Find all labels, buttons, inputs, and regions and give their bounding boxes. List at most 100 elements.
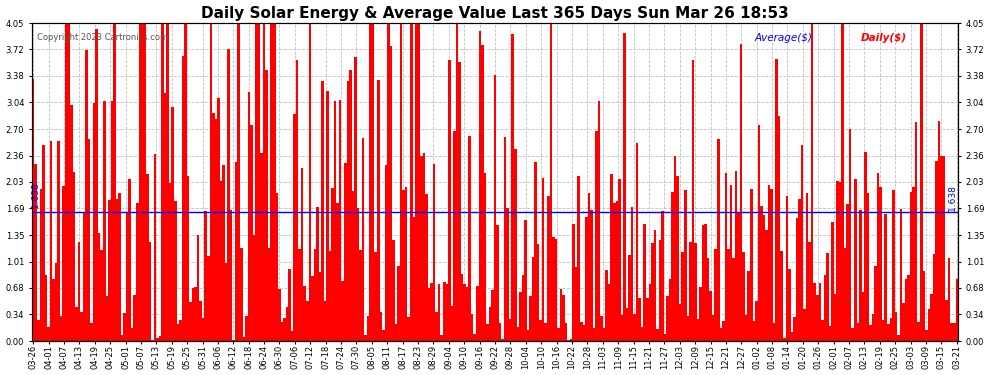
Bar bbox=[874, 267, 877, 341]
Bar bbox=[775, 60, 778, 341]
Bar bbox=[618, 179, 621, 341]
Bar bbox=[760, 206, 762, 341]
Bar bbox=[222, 165, 225, 341]
Bar bbox=[250, 125, 252, 341]
Bar bbox=[697, 320, 699, 341]
Bar bbox=[689, 242, 692, 341]
Bar bbox=[354, 57, 356, 341]
Bar bbox=[238, 23, 240, 341]
Bar bbox=[410, 23, 413, 341]
Bar bbox=[252, 235, 255, 341]
Bar bbox=[671, 192, 674, 341]
Bar bbox=[169, 183, 171, 341]
Bar bbox=[210, 23, 212, 341]
Bar bbox=[111, 100, 113, 341]
Bar bbox=[278, 289, 280, 341]
Bar bbox=[367, 316, 369, 341]
Bar bbox=[184, 23, 187, 341]
Bar bbox=[95, 29, 98, 341]
Bar bbox=[161, 23, 164, 341]
Bar bbox=[441, 335, 443, 341]
Bar bbox=[864, 153, 866, 341]
Bar bbox=[90, 322, 93, 341]
Bar bbox=[346, 81, 349, 341]
Bar bbox=[151, 340, 153, 341]
Bar bbox=[397, 266, 400, 341]
Bar bbox=[735, 171, 738, 341]
Bar bbox=[605, 270, 608, 341]
Bar bbox=[747, 271, 750, 341]
Bar bbox=[730, 185, 733, 341]
Bar bbox=[577, 176, 580, 341]
Bar bbox=[715, 249, 717, 341]
Bar bbox=[359, 250, 361, 341]
Bar bbox=[651, 243, 653, 341]
Bar bbox=[158, 336, 161, 341]
Bar bbox=[796, 218, 798, 341]
Bar bbox=[535, 162, 537, 341]
Bar bbox=[598, 101, 600, 341]
Bar bbox=[785, 196, 788, 341]
Bar bbox=[436, 312, 438, 341]
Bar bbox=[139, 23, 141, 341]
Bar bbox=[275, 194, 278, 341]
Bar bbox=[687, 316, 689, 341]
Text: Daily($): Daily($) bbox=[861, 33, 907, 43]
Title: Daily Solar Energy & Average Value Last 365 Days Sun Mar 26 18:53: Daily Solar Energy & Average Value Last … bbox=[201, 6, 789, 21]
Bar bbox=[801, 145, 803, 341]
Bar bbox=[707, 258, 710, 341]
Bar bbox=[283, 318, 286, 341]
Bar bbox=[166, 23, 169, 341]
Bar bbox=[938, 121, 940, 341]
Bar bbox=[913, 187, 915, 341]
Bar bbox=[798, 199, 801, 341]
Bar bbox=[240, 249, 243, 341]
Bar bbox=[540, 320, 542, 341]
Bar bbox=[77, 242, 80, 341]
Bar bbox=[582, 325, 585, 341]
Bar bbox=[217, 98, 220, 341]
Bar bbox=[765, 230, 768, 341]
Bar bbox=[595, 131, 598, 341]
Bar bbox=[80, 312, 83, 341]
Bar bbox=[608, 284, 611, 341]
Bar bbox=[257, 24, 260, 341]
Bar bbox=[564, 323, 567, 341]
Bar bbox=[770, 189, 773, 341]
Bar bbox=[225, 263, 228, 341]
Bar bbox=[70, 105, 72, 341]
Bar bbox=[648, 284, 651, 341]
Bar bbox=[319, 272, 321, 341]
Bar bbox=[233, 340, 235, 341]
Bar bbox=[882, 320, 884, 341]
Bar bbox=[621, 315, 623, 341]
Bar bbox=[910, 192, 913, 341]
Bar bbox=[923, 272, 925, 341]
Bar bbox=[778, 116, 780, 341]
Bar bbox=[329, 251, 332, 341]
Bar bbox=[309, 23, 311, 341]
Bar bbox=[585, 217, 588, 341]
Bar bbox=[527, 330, 530, 341]
Bar bbox=[395, 324, 397, 341]
Bar bbox=[821, 320, 824, 341]
Bar bbox=[438, 284, 441, 341]
Bar bbox=[854, 179, 856, 341]
Bar bbox=[306, 301, 309, 341]
Bar bbox=[744, 315, 747, 341]
Bar bbox=[552, 237, 554, 341]
Bar bbox=[301, 168, 303, 341]
Bar bbox=[947, 258, 950, 341]
Bar bbox=[645, 298, 648, 341]
Bar bbox=[861, 292, 864, 341]
Bar bbox=[471, 314, 473, 341]
Bar bbox=[205, 211, 207, 341]
Bar bbox=[859, 210, 861, 341]
Bar bbox=[856, 322, 859, 341]
Bar bbox=[496, 225, 499, 341]
Bar bbox=[762, 214, 765, 341]
Text: Average($): Average($) bbox=[754, 33, 812, 43]
Bar bbox=[920, 23, 923, 341]
Bar bbox=[134, 295, 136, 341]
Bar bbox=[100, 250, 103, 341]
